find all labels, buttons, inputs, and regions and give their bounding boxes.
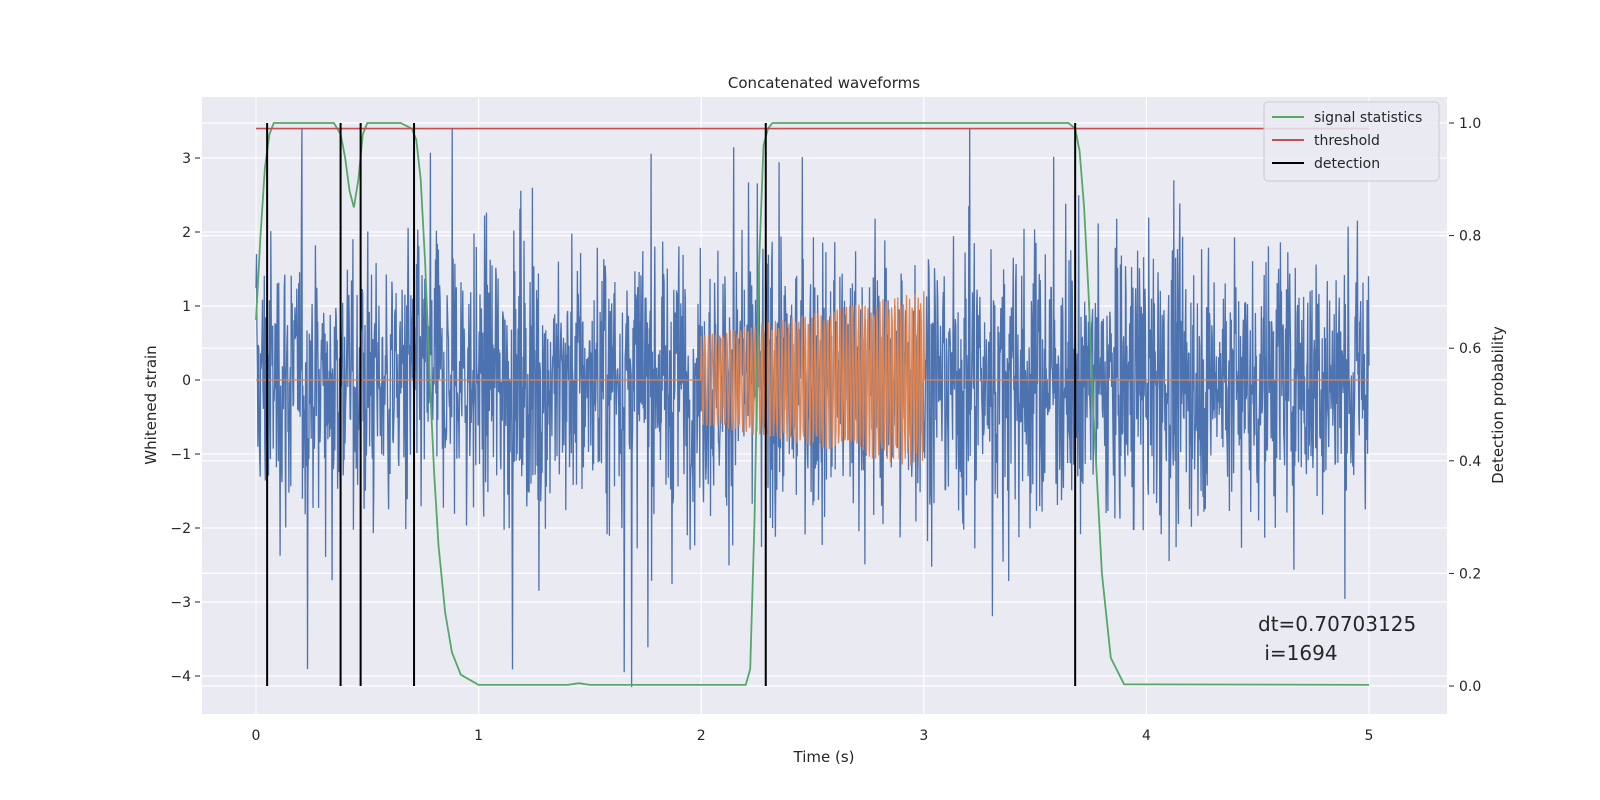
legend-box [1263, 101, 1440, 182]
y2-tick-label: 0.0 [1459, 679, 1481, 695]
legend-label: detection [1314, 156, 1380, 172]
ticks: 0 1 2 3 4 5 −4 −3 −2 −1 0 1 2 3 0.0 0.2 0.4 0.6 0.8 1.0 [170, 116, 1481, 744]
y-tick-label: 0 [182, 373, 191, 389]
y2-tick-label: 0.2 [1459, 566, 1481, 582]
legend: signal statistics threshold detection [1263, 101, 1440, 182]
y2-tick-label: 0.8 [1459, 229, 1481, 245]
y2-tick-label: 0.6 [1459, 341, 1481, 357]
y-tick-label: −2 [170, 521, 191, 537]
annotation-dt: dt=0.70703125 [1258, 612, 1416, 636]
annotation-i: i=1694 [1258, 641, 1338, 665]
legend-label: threshold [1314, 133, 1380, 149]
y-tick-label: −3 [170, 595, 191, 611]
y-tick-label: 2 [182, 225, 191, 241]
x-tick-label: 4 [1142, 728, 1151, 744]
y-axis-label: Whitened strain [142, 345, 160, 464]
x-tick-label: 1 [474, 728, 483, 744]
series-signal [256, 291, 1369, 468]
chart-title: Concatenated waveforms [728, 74, 920, 92]
y-tick-label: 3 [182, 151, 191, 167]
y-tick-label: −1 [170, 447, 191, 463]
x-tick-label: 5 [1365, 728, 1374, 744]
x-tick-label: 0 [252, 728, 261, 744]
y2-axis-label: Detection probability [1489, 326, 1507, 484]
series-layer [255, 122, 1370, 688]
y-tick-label: 1 [182, 299, 191, 315]
y-tick-label: −4 [170, 669, 191, 685]
y2-tick-label: 1.0 [1459, 116, 1481, 132]
x-tick-label: 3 [919, 728, 928, 744]
x-tick-label: 2 [697, 728, 706, 744]
legend-label: signal statistics [1314, 110, 1422, 126]
y2-tick-label: 0.4 [1459, 454, 1481, 470]
x-axis-label: Time (s) [793, 748, 855, 766]
